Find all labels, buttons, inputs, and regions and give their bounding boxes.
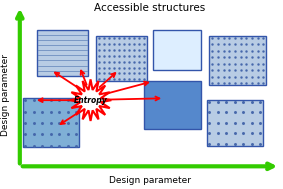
Polygon shape (70, 79, 111, 121)
Text: Accessible structures: Accessible structures (94, 3, 206, 13)
Bar (207, 100, 263, 146)
Text: Design parameter: Design parameter (1, 53, 10, 136)
Bar (37, 30, 88, 76)
Bar (153, 30, 201, 70)
Bar (209, 36, 266, 85)
Text: Design parameter: Design parameter (109, 176, 191, 185)
Bar (144, 81, 201, 129)
Bar (23, 98, 79, 147)
Text: Entropy: Entropy (74, 96, 108, 105)
Bar (96, 36, 147, 81)
